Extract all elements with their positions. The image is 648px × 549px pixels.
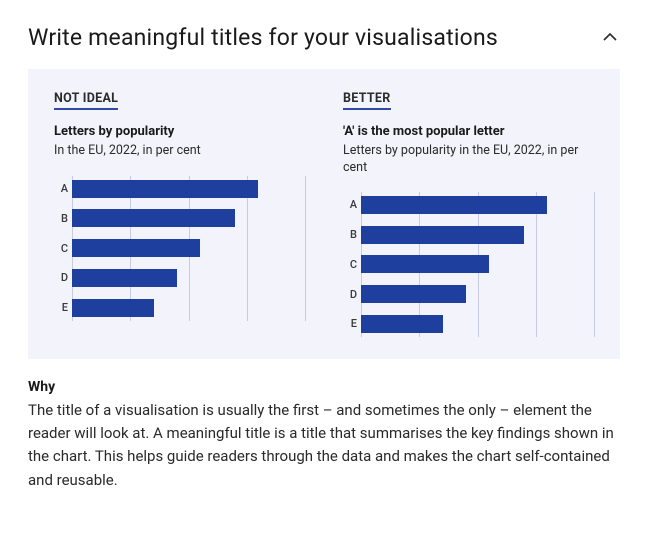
collapse-toggle[interactable]	[600, 28, 620, 48]
bar	[361, 255, 489, 273]
bar-row: B	[361, 226, 594, 244]
bar-row: E	[72, 299, 305, 317]
bar-category-label: A	[343, 198, 357, 211]
bar	[361, 315, 443, 333]
bar-row: B	[72, 209, 305, 227]
bar-row: C	[361, 255, 594, 273]
bar-row: E	[361, 315, 594, 333]
panel-label-better: BETTER	[343, 91, 391, 110]
bar-row: A	[72, 180, 305, 198]
gridline	[305, 176, 306, 321]
bar-category-label: D	[343, 288, 357, 301]
bar-row: A	[361, 196, 594, 214]
not-ideal-panel: NOT IDEAL Letters by popularity In the E…	[54, 87, 305, 337]
bar	[72, 180, 258, 198]
bar-category-label: E	[54, 301, 68, 314]
why-heading: Why	[28, 379, 620, 395]
section-title: Write meaningful titles for your visuali…	[28, 24, 498, 51]
bar-category-label: A	[54, 182, 68, 195]
better-panel: BETTER 'A' is the most popular letter Le…	[343, 87, 594, 337]
bar-category-label: B	[54, 212, 68, 225]
bar-category-label: C	[54, 242, 68, 255]
bar	[72, 269, 177, 287]
chart-caption-right: Letters by popularity in the EU, 2022, i…	[343, 143, 594, 176]
gridline	[594, 192, 595, 337]
bar-chart-left: ABCDE	[54, 176, 305, 321]
why-body: The title of a visualisation is usually …	[28, 399, 620, 492]
chart-title-right: 'A' is the most popular letter	[343, 124, 594, 140]
bar-row: C	[72, 239, 305, 257]
bar	[361, 285, 466, 303]
section-header: Write meaningful titles for your visuali…	[28, 24, 620, 51]
bar-row: D	[72, 269, 305, 287]
bar	[72, 209, 235, 227]
bar-category-label: E	[343, 317, 357, 330]
chart-title-left: Letters by popularity	[54, 124, 305, 140]
bar-category-label: B	[343, 228, 357, 241]
bar	[361, 226, 524, 244]
chart-caption-left: In the EU, 2022, in per cent	[54, 143, 305, 159]
bar	[361, 196, 547, 214]
bar-category-label: D	[54, 271, 68, 284]
panel-label-not-ideal: NOT IDEAL	[54, 91, 118, 110]
bar	[72, 299, 154, 317]
bar-chart-right: ABCDE	[343, 192, 594, 337]
comparison-figure: NOT IDEAL Letters by popularity In the E…	[28, 69, 620, 359]
bar-row: D	[361, 285, 594, 303]
chevron-up-icon	[600, 28, 620, 48]
bar	[72, 239, 200, 257]
bar-category-label: C	[343, 258, 357, 271]
